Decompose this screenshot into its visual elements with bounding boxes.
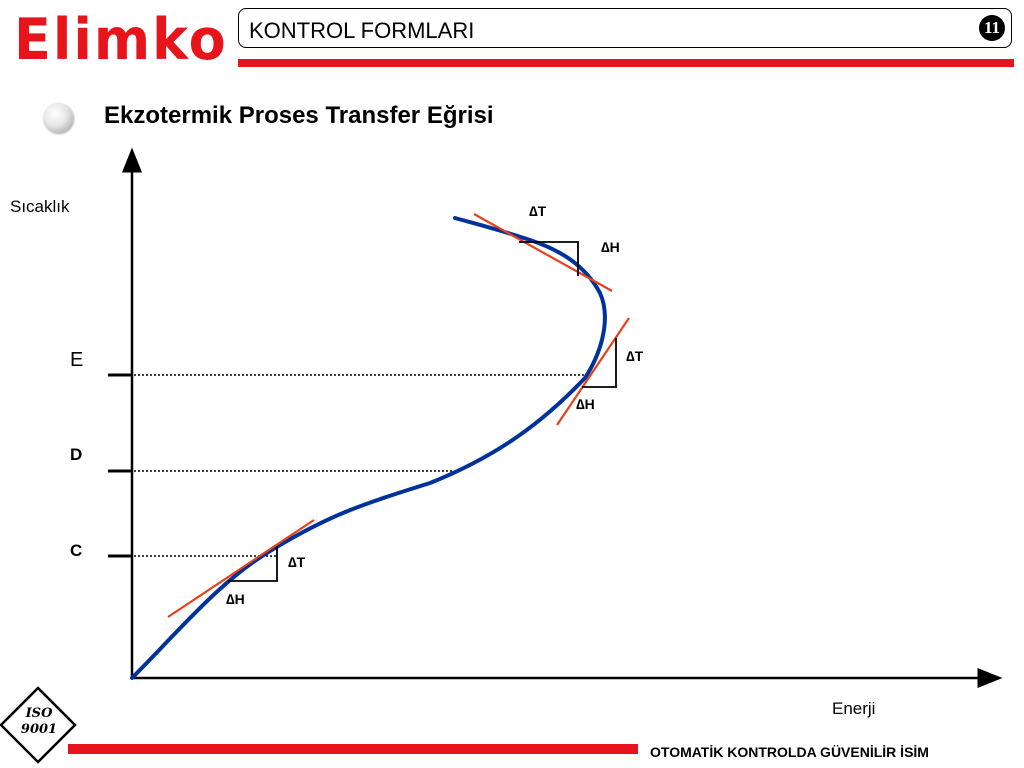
slide-heading: Ekzotermik Proses Transfer Eğrisi — [104, 102, 494, 129]
tangent-line-middle — [556, 317, 630, 426]
delta-t-label-lower: ∆T — [288, 554, 306, 570]
bullet-ball-icon — [43, 103, 73, 133]
slope-triangle-upper — [519, 241, 579, 276]
footer-red-bar — [68, 744, 638, 754]
elimko-logo: Elimko — [14, 6, 228, 73]
level-label-d: D — [70, 445, 82, 464]
tangent-line-lower — [167, 519, 315, 618]
page-number-badge: 11 — [979, 15, 1005, 41]
slope-triangle-lower — [228, 546, 278, 582]
delta-h-label-middle: ∆H — [576, 396, 595, 412]
iso-diamond-icon — [0, 686, 77, 764]
delta-h-label-upper: ∆H — [601, 239, 620, 255]
level-label-c: C — [70, 541, 82, 560]
header-red-bar — [238, 59, 1014, 67]
delta-t-label-upper: ∆T — [529, 203, 547, 219]
x-axis-label: Enerji — [832, 699, 875, 718]
title-box: KONTROL FORMLARI 11 — [238, 8, 1012, 48]
tangent-line-upper — [473, 213, 613, 292]
slope-triangle-middle — [582, 338, 617, 388]
transfer-curve — [130, 216, 607, 680]
delta-t-label-middle: ∆T — [626, 348, 644, 364]
y-axis-label: Sıcaklık — [10, 197, 70, 216]
delta-h-label-lower: ∆H — [226, 591, 245, 607]
level-label-e: E — [70, 349, 83, 371]
iso-label-line2: 9001 — [20, 722, 58, 737]
page-title: KONTROL FORMLARI — [249, 18, 475, 43]
footer-slogan: OTOMATİK KONTROLDA GÜVENİLİR İSİM — [650, 744, 929, 760]
iso-9001-badge: ISO 9001 — [14, 706, 64, 738]
iso-label-line1: ISO — [25, 706, 53, 721]
